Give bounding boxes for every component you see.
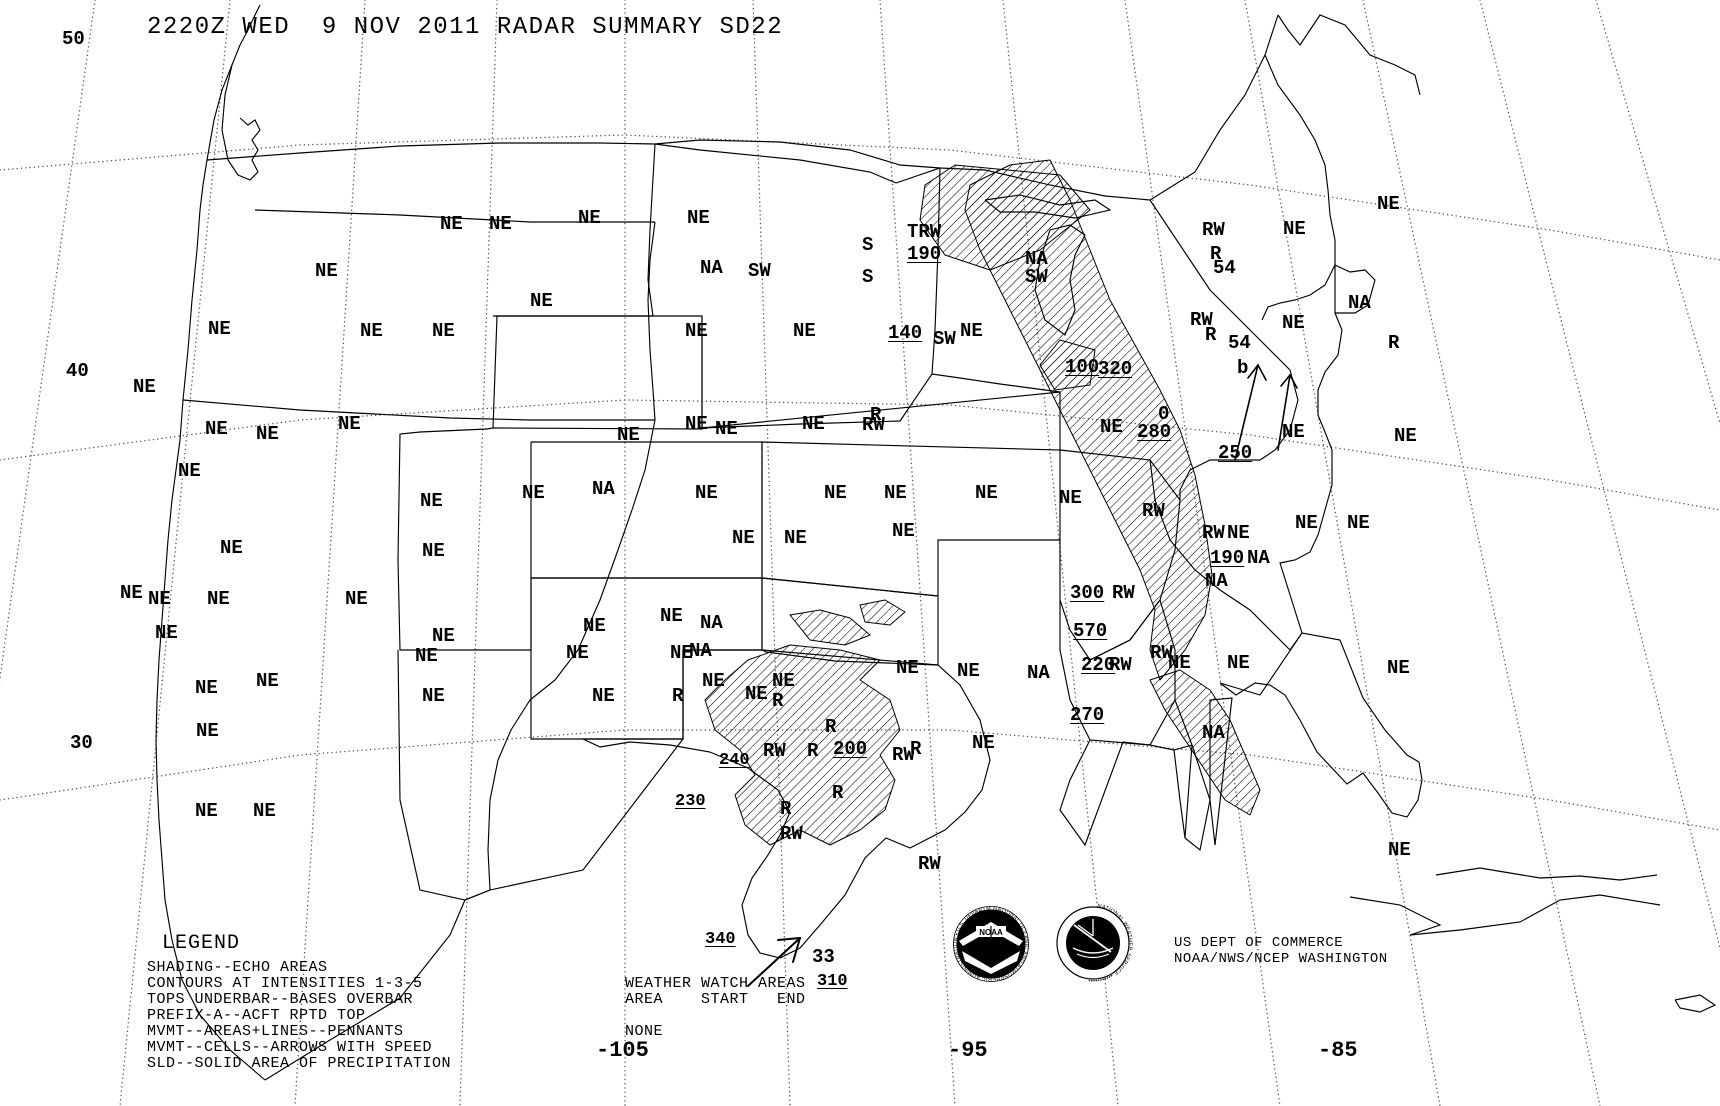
svg-text:NOAA: NOAA xyxy=(979,928,1003,937)
